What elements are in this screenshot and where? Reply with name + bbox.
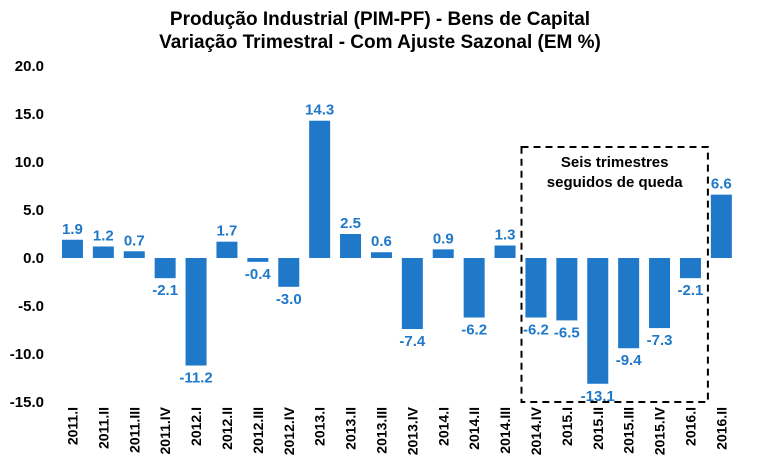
annotation-text: Seis trimestres (561, 154, 669, 171)
x-tick-label: 2015.III (621, 407, 637, 454)
bars (61, 120, 732, 384)
y-tick-label: -15.0 (10, 394, 44, 411)
x-tick-label: 2013.II (343, 407, 359, 450)
data-label: 1.9 (62, 221, 83, 238)
x-tick-label: 2011.IV (157, 406, 173, 454)
bar (618, 258, 640, 349)
x-tick-label: 2014.IV (528, 406, 544, 455)
data-label: 14.3 (305, 102, 334, 119)
data-label: -7.3 (647, 332, 673, 349)
data-label: -6.5 (554, 324, 580, 341)
annotation-box (520, 146, 709, 403)
chart-title: Produção Industrial (PIM-PF) - Bens de C… (170, 9, 590, 30)
data-label: 0.9 (433, 230, 454, 247)
annotation: Seis trimestres seguidos de queda (520, 146, 709, 403)
x-tick-label: 2015.IV (652, 406, 668, 455)
bar (278, 258, 300, 287)
data-label: -7.4 (399, 333, 426, 350)
x-tick-label: 2011.I (64, 407, 80, 445)
data-label: 2.5 (340, 215, 361, 232)
x-tick-label: 2013.I (312, 407, 328, 446)
chart-subtitle: Variação Trimestral - Com Ajuste Sazonal… (159, 32, 601, 53)
bar (61, 239, 83, 258)
data-label: -11.2 (179, 370, 212, 387)
y-tick-label: 20.0 (15, 58, 44, 75)
bar (494, 245, 516, 258)
bar (123, 251, 145, 258)
x-tick-label: 2014.II (466, 407, 482, 450)
data-label: 0.7 (124, 232, 145, 249)
data-label: -6.2 (523, 322, 549, 339)
data-label: -6.2 (461, 322, 487, 339)
data-label: -3.0 (276, 291, 302, 308)
x-tick-label: 2015.II (590, 407, 606, 450)
bar (216, 241, 238, 258)
data-label: -2.1 (678, 282, 704, 299)
x-tick-label: 2012.II (219, 407, 235, 450)
data-label: -13.1 (581, 388, 615, 405)
bar (309, 120, 331, 258)
data-labels: 1.9 1.2 0.7 -2.1 -11.2 1.7 -0.4-3.0 14.3 2.5 0.6 -… (62, 102, 732, 405)
x-tick-label: 2013.III (373, 407, 389, 454)
data-label: 6.6 (711, 176, 732, 193)
data-label: 0.6 (371, 233, 392, 250)
bar (679, 258, 701, 279)
y-tick-label: 5.0 (23, 202, 44, 219)
bar (370, 252, 392, 258)
bar (710, 194, 732, 258)
bar (525, 258, 547, 318)
x-axis: 2011.I 2011.II 2011.III 2011.IV 2012.I 2012.I… (64, 406, 729, 455)
data-label: 1.3 (495, 227, 516, 244)
bar (556, 258, 578, 321)
bar (154, 258, 176, 279)
x-tick-label: 2011.III (126, 407, 142, 453)
data-label: -9.4 (616, 352, 643, 369)
x-tick-label: 2013.IV (404, 406, 420, 455)
bar (247, 258, 269, 262)
x-tick-label: 2016.I (682, 407, 698, 446)
data-label: -2.1 (152, 282, 178, 299)
x-tick-label: 2016.II (713, 407, 729, 450)
x-tick-label: 2012.IV (281, 406, 297, 455)
bar (432, 249, 454, 258)
bar (587, 258, 609, 384)
bar (185, 258, 207, 366)
bar (340, 234, 362, 258)
bar (92, 246, 114, 258)
x-tick-label: 2015.I (559, 407, 575, 446)
data-label: 1.7 (217, 223, 238, 240)
x-tick-label: 2011.II (95, 407, 111, 449)
x-tick-label: 2012.III (250, 407, 266, 454)
data-label: -0.4 (245, 266, 272, 283)
y-tick-label: 10.0 (15, 154, 44, 171)
bar (463, 258, 485, 318)
y-axis: 20.0 15.0 10.0 5.0 0.0 -5.0 -10.0 -15.0 (10, 58, 44, 411)
y-tick-label: -5.0 (18, 298, 44, 315)
y-tick-label: 15.0 (15, 106, 44, 123)
x-tick-label: 2014.III (497, 407, 513, 454)
x-tick-label: 2014.I (435, 407, 451, 446)
annotation-text: seguidos de queda (547, 174, 684, 191)
data-label: 1.2 (93, 227, 114, 244)
bar (649, 258, 671, 329)
y-tick-label: 0.0 (23, 250, 44, 267)
bar (401, 258, 423, 330)
y-tick-label: -10.0 (10, 346, 44, 363)
x-tick-label: 2012.I (188, 407, 204, 446)
